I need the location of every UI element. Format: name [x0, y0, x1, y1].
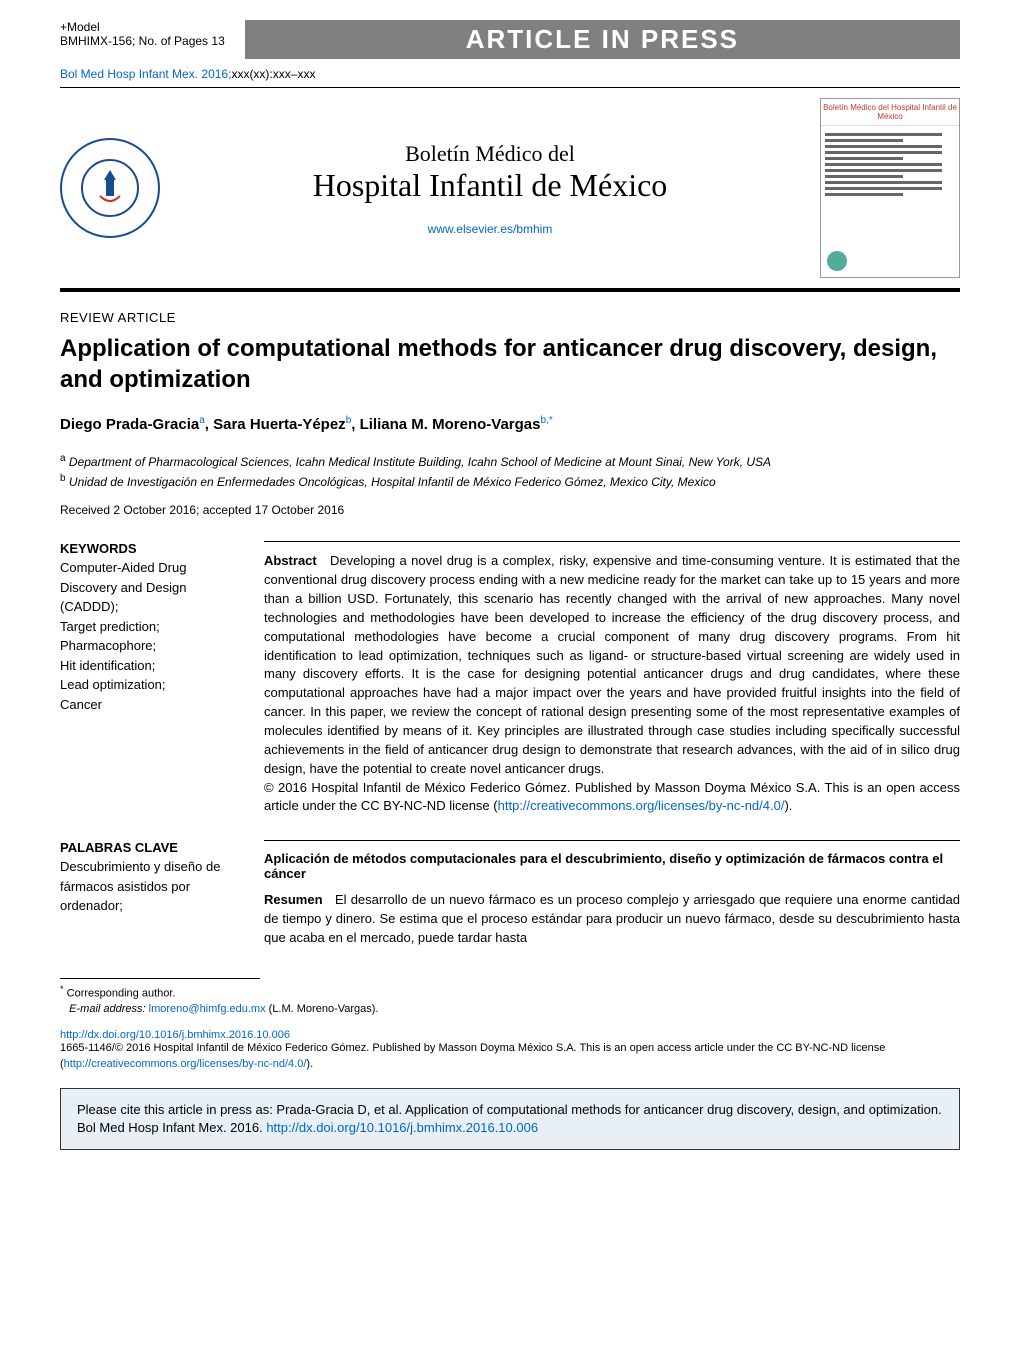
cite-box: Please cite this article in press as: Pr… [60, 1088, 960, 1150]
author-list: Diego Prada-Graciaa, Sara Huerta-Yépezb,… [60, 415, 960, 433]
keywords-heading: KEYWORDS [60, 541, 240, 556]
journal-title-block: Boletín Médico del Hospital Infantil de … [180, 141, 800, 236]
model-id: BMHIMX-156; No. of Pages 13 [60, 34, 225, 48]
logo-svg [80, 158, 140, 218]
abstract-rule [264, 541, 960, 542]
doi-link[interactable]: http://dx.doi.org/10.1016/j.bmhimx.2016.… [60, 1029, 290, 1041]
license-link[interactable]: http://creativecommons.org/licenses/by-n… [498, 798, 785, 813]
citation-line: Bol Med Hosp Infant Mex. 2016;xxx(xx):xx… [60, 67, 960, 81]
palabras-heading: PALABRAS CLAVE [60, 840, 240, 855]
spanish-title: Aplicación de métodos computacionales pa… [264, 851, 960, 881]
cover-thumb-title: Boletín Médico del Hospital Infantil de … [821, 99, 959, 126]
affiliation-a: a Department of Pharmacological Sciences… [60, 453, 960, 469]
model-tag: +Model BMHIMX-156; No. of Pages 13 [60, 20, 225, 49]
cover-thumb-body [821, 126, 959, 245]
keywords-list: Computer-Aided Drug Discovery and Design… [60, 558, 240, 714]
footer-close: ). [306, 1058, 313, 1070]
corresponding-footnote: * Corresponding author. E-mail address: … [60, 983, 960, 1017]
author-3-aff: b, [540, 415, 548, 426]
abstract-text: Abstract Developing a novel drug is a co… [264, 552, 960, 816]
author-1: Diego Prada-Gracia [60, 416, 199, 433]
corresponding-star: * [549, 415, 553, 426]
email-attrib: (L.M. Moreno-Vargas). [269, 1003, 379, 1015]
journal-title-line2: Hospital Infantil de México [180, 167, 800, 204]
rule-top [60, 87, 960, 88]
footer-license-link[interactable]: http://creativecommons.org/licenses/by-n… [64, 1058, 307, 1070]
cover-thumbnail: Boletín Médico del Hospital Infantil de … [820, 98, 960, 278]
footnote-rule [60, 978, 260, 979]
article-title: Application of computational methods for… [60, 333, 960, 395]
author-2: Sara Huerta-Yépez [213, 416, 346, 433]
author-2-aff: b [346, 415, 352, 426]
resumen-text: Resumen El desarrollo de un nuevo fármac… [264, 891, 960, 948]
model-plus: +Model [60, 20, 225, 34]
author-3: Liliana M. Moreno-Vargas [360, 416, 541, 433]
resumen-label: Resumen [264, 892, 323, 907]
citation-prefix: Bol Med Hosp Infant Mex. 2016; [60, 67, 231, 81]
cite-doi-link[interactable]: http://dx.doi.org/10.1016/j.bmhimx.2016.… [266, 1120, 538, 1135]
author-1-aff: a [199, 415, 205, 426]
cover-seal-icon [827, 251, 847, 271]
palabras-list: Descubrimiento y diseño de fármacos asis… [60, 857, 240, 916]
abstract-label: Abstract [264, 553, 317, 568]
article-in-press-banner: ARTICLE IN PRESS [245, 20, 960, 59]
citation-suffix: xxx(xx):xxx–xxx [231, 67, 315, 81]
hospital-logo [60, 138, 160, 238]
abstract-close: ). [784, 798, 792, 813]
abstract-body: Developing a novel drug is a complex, ri… [264, 553, 960, 775]
resumen-rule [264, 840, 960, 841]
section-label: REVIEW ARTICLE [60, 310, 960, 325]
resumen-body: El desarrollo de un nuevo fármaco es un … [264, 892, 960, 945]
article-dates: Received 2 October 2016; accepted 17 Oct… [60, 503, 960, 517]
corresponding-label: Corresponding author. [67, 987, 176, 999]
rule-thick [60, 288, 960, 292]
journal-url[interactable]: www.elsevier.es/bmhim [180, 222, 800, 236]
journal-title-line1: Boletín Médico del [180, 141, 800, 167]
email-label: E-mail address: [69, 1003, 145, 1015]
footer-copyright: 1665-1146/© 2016 Hospital Infantil de Mé… [60, 1041, 960, 1072]
email-link[interactable]: lmoreno@himfg.edu.mx [149, 1003, 266, 1015]
affiliation-b: b Unidad de Investigación en Enfermedade… [60, 473, 960, 489]
